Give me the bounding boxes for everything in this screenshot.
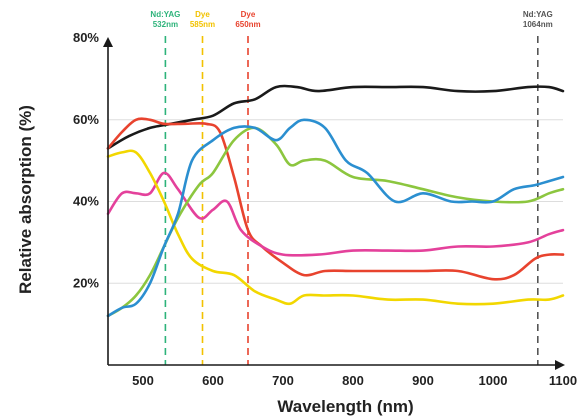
x-tick-label-1000: 1000 — [479, 373, 508, 388]
y-tick-label-40%: 40% — [73, 194, 99, 209]
x-tick-label-500: 500 — [132, 373, 154, 388]
marker-label-3-line2: 1064nm — [523, 20, 553, 29]
marker-label-1-line1: Dye — [195, 10, 210, 19]
y-tick-label-60%: 60% — [73, 112, 99, 127]
x-tick-label-1100: 1100 — [549, 373, 577, 388]
series-line-2 — [106, 171, 565, 257]
series-line-3 — [106, 149, 565, 306]
tick-labels: 500 600 700 800 900 1000 1100 20% 40% 60% 80% — [73, 30, 577, 388]
y-tick-label-20%: 20% — [73, 275, 99, 290]
y-axis-label: Relative absorption (%) — [16, 105, 35, 294]
x-axis-arrow — [555, 360, 565, 370]
marker-label-0-line1: Nd:YAG — [150, 10, 180, 19]
y-axis-arrow — [103, 37, 113, 47]
series-line-5 — [106, 118, 565, 318]
marker-label-0-line2: 532nm — [153, 20, 178, 29]
marker-label-3-line1: Nd:YAG — [523, 10, 553, 19]
axes — [103, 37, 565, 370]
series-line-0 — [106, 84, 565, 150]
series-line-4 — [106, 126, 565, 318]
series-lines — [106, 84, 565, 318]
x-tick-label-900: 900 — [412, 373, 434, 388]
marker-label-1-line2: 585nm — [190, 20, 215, 29]
x-tick-label-700: 700 — [272, 373, 294, 388]
series-line-1 — [106, 117, 565, 281]
y-tick-label-80%: 80% — [73, 30, 99, 45]
marker-label-2-line1: Dye — [241, 10, 256, 19]
x-tick-label-600: 600 — [202, 373, 224, 388]
x-tick-label-800: 800 — [342, 373, 364, 388]
x-axis-label: Wavelength (nm) — [277, 397, 413, 416]
marker-label-2-line2: 650nm — [235, 20, 260, 29]
